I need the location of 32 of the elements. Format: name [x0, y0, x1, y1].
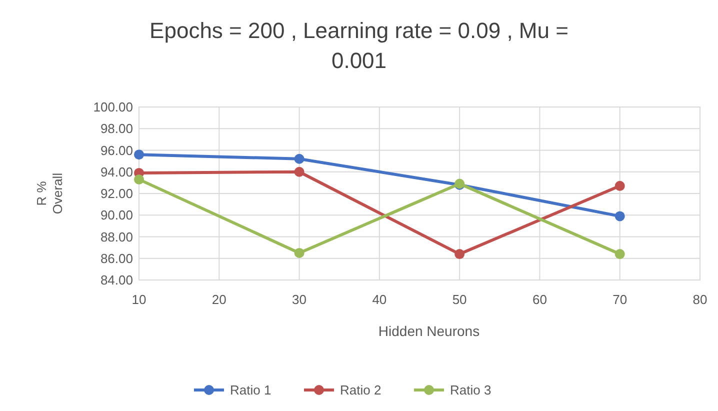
y-tick-label: 84.00: [100, 272, 133, 288]
legend-label: Ratio 1: [230, 382, 272, 398]
legend-label: Ratio 2: [340, 382, 382, 398]
x-tick-label: 60: [532, 292, 547, 307]
y-tick-label: 98.00: [100, 121, 133, 136]
y-axis-title: R % Overall: [34, 172, 65, 214]
x-tick-label: 50: [452, 292, 467, 307]
y-tick-label: 94.00: [100, 164, 133, 180]
point: [294, 154, 304, 164]
y-tick-label: 96.00: [100, 142, 133, 158]
y-tick-label: 90.00: [100, 208, 133, 223]
point: [134, 150, 144, 160]
point: [454, 249, 465, 260]
y-tick-label: 88.00: [100, 229, 133, 244]
x-tick-label: 20: [212, 292, 226, 307]
chart-title: Epochs = 200 , Learning rate = 0.09 , Mu = 0.001: [150, 18, 568, 73]
y-tick-label: 100.00: [93, 100, 133, 115]
legend-label: Ratio 3: [450, 382, 492, 398]
x-tick-label: 10: [132, 292, 146, 307]
y-tick-label: 92.00: [100, 186, 133, 202]
point: [614, 211, 625, 222]
point: [294, 248, 304, 258]
point: [134, 174, 144, 184]
x-axis-title: Hidden Neurons: [378, 323, 480, 339]
point: [294, 166, 304, 177]
point: [614, 249, 625, 260]
x-tick-label: 30: [292, 292, 307, 307]
x-tick-label: 80: [692, 292, 708, 307]
x-tick-label: 70: [612, 292, 628, 307]
x-tick-label: 40: [372, 292, 387, 307]
y-tick-label: 86.00: [100, 250, 133, 266]
point: [614, 180, 625, 191]
